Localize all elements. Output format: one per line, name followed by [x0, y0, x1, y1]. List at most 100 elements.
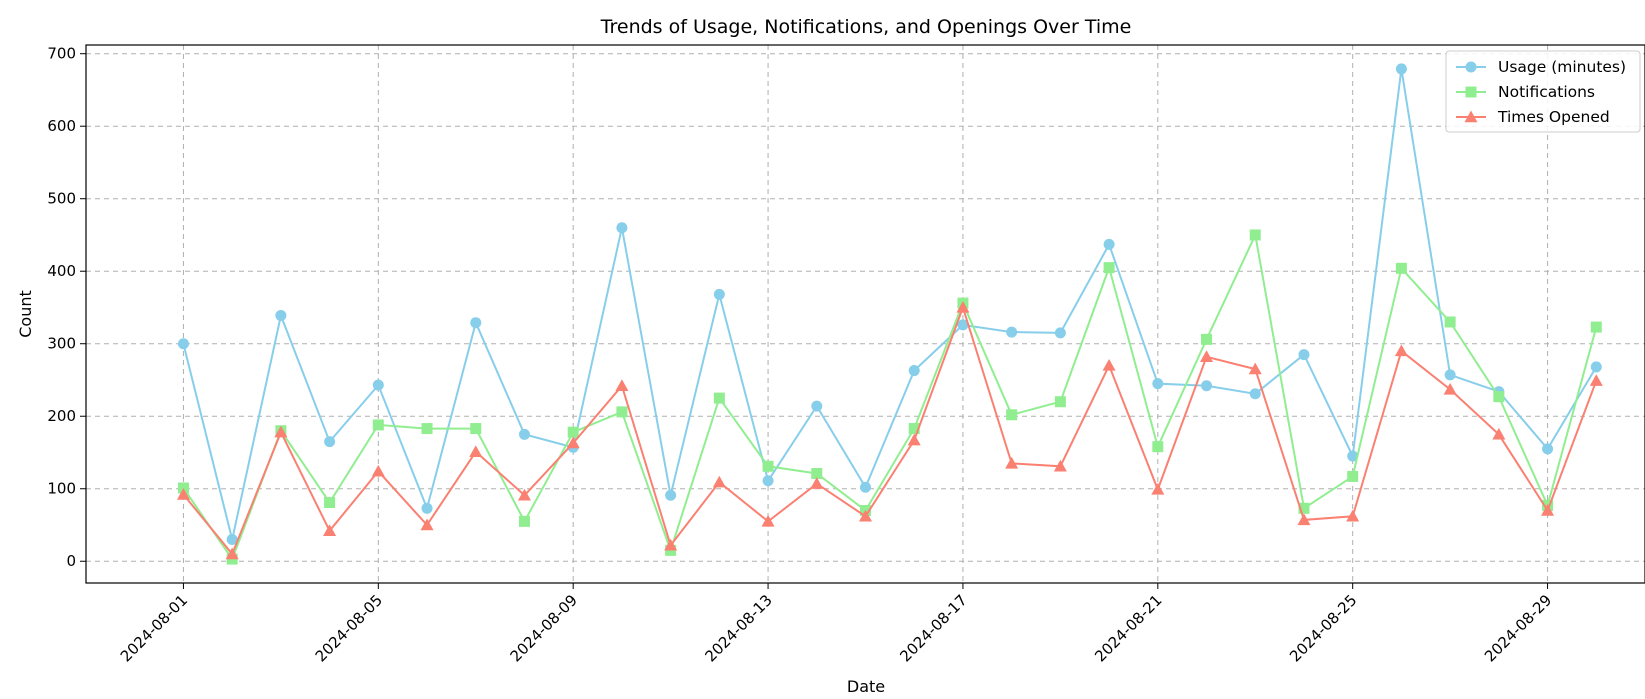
- y-tick-label: 300: [47, 335, 76, 353]
- y-tick-label: 400: [47, 262, 76, 280]
- chart-title: Trends of Usage, Notifications, and Open…: [600, 16, 1132, 38]
- y-axis: 0 100 200 300 400 500 600 700: [47, 45, 86, 570]
- data-point: [810, 477, 824, 489]
- plot-frame: [85, 44, 1645, 584]
- data-point: [1443, 382, 1457, 395]
- data-point: [616, 406, 628, 418]
- data-point: [1395, 262, 1407, 274]
- series-usage-minutes: [177, 63, 1602, 545]
- data-point: [1005, 456, 1019, 469]
- legend-label: Usage (minutes): [1498, 58, 1626, 76]
- y-tick-label: 200: [47, 407, 76, 425]
- y-tick-label: 700: [47, 45, 76, 63]
- data-point: [1151, 482, 1165, 495]
- data-point: [1152, 378, 1164, 390]
- data-point: [1444, 369, 1456, 381]
- data-point: [1053, 459, 1067, 472]
- legend: Usage (minutes) Notifications Times Opened: [1445, 50, 1641, 133]
- data-point: [908, 423, 920, 435]
- data-point: [518, 428, 530, 440]
- y-tick-label: 600: [47, 117, 76, 135]
- data-point: [1297, 513, 1311, 526]
- data-point: [713, 288, 725, 300]
- data-point: [1590, 321, 1602, 333]
- data-point: [324, 436, 336, 448]
- data-point: [1103, 238, 1115, 250]
- data-point: [1249, 388, 1261, 400]
- data-point: [908, 365, 920, 377]
- data-point: [177, 338, 189, 350]
- data-point: [421, 423, 433, 435]
- data-point: [811, 400, 823, 412]
- data-point: [324, 497, 336, 509]
- data-point: [1249, 229, 1261, 241]
- data-point: [1152, 441, 1164, 453]
- data-point: [1248, 362, 1262, 375]
- data-point: [323, 524, 337, 536]
- y-tick-label: 0: [66, 552, 76, 570]
- legend-marker: [1465, 61, 1477, 73]
- data-point: [518, 515, 530, 527]
- data-point: [421, 502, 433, 514]
- data-point: [1201, 380, 1213, 392]
- data-point: [226, 533, 238, 545]
- data-point: [372, 379, 384, 391]
- data-point: [470, 317, 482, 329]
- data-point: [1493, 391, 1505, 403]
- data-point: [1054, 327, 1066, 339]
- data-point: [762, 475, 774, 487]
- data-point: [1542, 443, 1554, 455]
- data-point: [664, 538, 678, 551]
- legend-box: [1445, 50, 1641, 133]
- data-point: [665, 489, 677, 501]
- data-point: [1102, 358, 1116, 371]
- data-point: [1492, 427, 1506, 440]
- data-point: [1298, 349, 1310, 361]
- data-point: [566, 436, 580, 449]
- data-point: [859, 509, 872, 522]
- legend-marker: [1464, 110, 1478, 123]
- data-point: [1347, 470, 1359, 482]
- series-line: [182, 304, 1598, 556]
- data-point: [517, 488, 531, 501]
- series-times-opened: [176, 300, 1603, 560]
- data-point: [372, 419, 384, 431]
- legend-entry: Usage (minutes): [1456, 58, 1626, 76]
- data-point: [176, 488, 190, 500]
- data-point: [712, 475, 726, 488]
- y-axis-title: Count: [16, 290, 35, 338]
- legend-marker: [1465, 86, 1477, 98]
- x-axis-title: Date: [847, 677, 885, 696]
- y-tick-label: 500: [47, 190, 76, 208]
- data-point: [469, 445, 483, 457]
- data-point: [1444, 316, 1456, 328]
- data-point: [274, 425, 288, 438]
- data-point: [567, 426, 579, 438]
- data-point: [275, 309, 287, 321]
- data-point: [761, 514, 775, 527]
- series-layer: [176, 63, 1603, 565]
- data-point: [1346, 509, 1360, 522]
- data-point: [907, 433, 921, 446]
- data-point: [1054, 396, 1066, 408]
- legend-label: Times Opened: [1497, 108, 1610, 126]
- data-point: [225, 547, 239, 560]
- data-point: [1103, 262, 1115, 274]
- data-point: [957, 319, 969, 331]
- data-point: [1006, 326, 1018, 338]
- data-point: [1394, 344, 1408, 357]
- data-point: [1590, 361, 1602, 373]
- data-point: [713, 392, 725, 404]
- data-point: [1200, 350, 1214, 362]
- data-point: [1298, 502, 1310, 514]
- series-line: [182, 231, 1598, 562]
- data-point: [616, 222, 628, 234]
- data-point: [470, 423, 482, 435]
- series-line: [182, 68, 1598, 540]
- data-point: [762, 460, 774, 472]
- data-point: [956, 300, 970, 313]
- data-point: [420, 518, 434, 531]
- data-point: [860, 481, 871, 493]
- data-point: [371, 464, 385, 477]
